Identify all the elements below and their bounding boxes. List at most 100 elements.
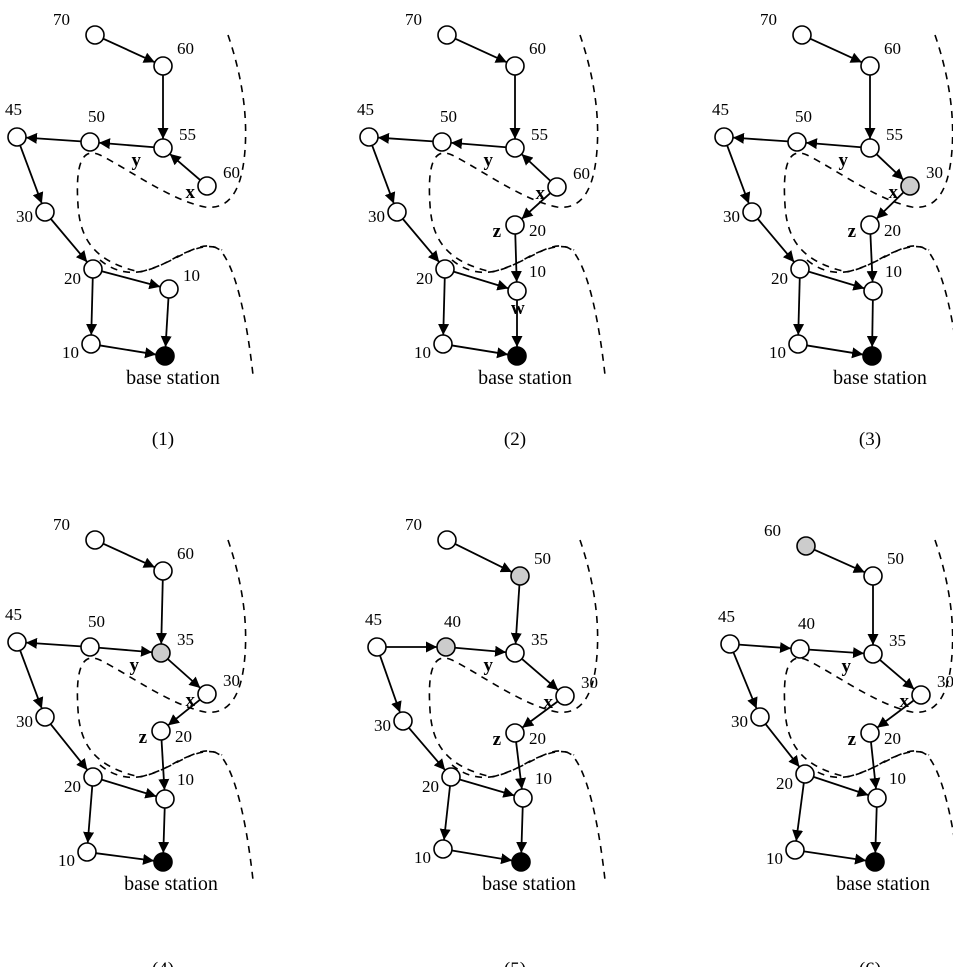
node-value-label: 10 [414,343,431,362]
node-value-label: 45 [365,610,382,629]
node-value-label: 70 [53,10,70,29]
node-value-label: 50 [887,549,904,568]
node-value-label: 40 [798,614,815,633]
node-letter-y: y [130,655,140,676]
base-station-node [865,852,885,872]
node-value-label: 50 [88,107,105,126]
node-value-label: 10 [183,266,200,285]
region-boundary [99,245,223,274]
node-value-label: 20 [529,729,546,748]
node-letter-z: z [139,727,148,748]
panel-caption: (5) [504,959,526,967]
sensor-node [432,132,452,152]
base-station-node [155,346,175,366]
base-station-label: base station [126,367,220,389]
edge-arrow [866,233,878,283]
edge-arrow [101,270,161,290]
node-value-label: 45 [5,605,22,624]
edge-arrow [803,850,867,865]
sensor-node [860,138,880,158]
sensor-node [505,643,525,663]
edge-arrow [25,637,82,649]
node-value-label: 60 [177,544,194,563]
sensor-node [151,643,171,663]
panel-caption: (3) [859,429,881,450]
sensor-node [80,132,100,152]
sensor-node [860,215,880,235]
node-value-label: 30 [374,716,391,735]
sensor-node [159,279,179,299]
edge-arrow [738,642,792,654]
edge-arrow [402,218,440,263]
sensor-node [860,56,880,76]
panel-caption: (4) [152,959,174,967]
node-letter-z: z [493,221,502,242]
edge-arrow [726,145,751,204]
sensor-node [796,536,816,556]
region-boundary [783,34,953,331]
edge-arrow [454,543,513,573]
edge-arrow [732,132,789,144]
node-letter-z: z [848,729,857,750]
sensor-node [81,334,101,354]
edge-arrow [521,700,559,729]
node-value-label: 55 [886,125,903,144]
node-letter-y: y [484,150,494,171]
node-value-label: 30 [723,207,740,226]
node-value-label: 10 [535,769,552,788]
node-letter-z: z [848,221,857,242]
panel-3: 70 60 55 y 30 x 20 z 10 50 45 30 20 10 base station (3) [712,10,953,450]
node-value-label: 70 [405,10,422,29]
sensor-node [85,530,105,550]
panel-caption: (2) [504,429,526,450]
panels: 70 60 55 y 60 x 50 45 30 20 10 10 base station (1) 70 6… [5,10,953,967]
node-value-label: 20 [884,729,901,748]
edge-arrow [454,645,507,657]
sensor-node [792,25,812,45]
node-value-label: 70 [760,10,777,29]
node-letter-z: z [493,729,502,750]
node-value-label: 45 [712,100,729,119]
sensor-node [505,56,525,76]
edge-arrow [19,145,44,204]
edge-arrow [98,645,153,657]
edge-arrow [379,655,402,713]
node-value-label: 10 [414,848,431,867]
edge-arrow [25,132,82,144]
edge-arrow [454,37,508,64]
node-value-label: 35 [889,631,906,650]
node-value-label: 30 [16,712,33,731]
node-value-label: 30 [937,672,953,691]
node-value-label: 10 [62,343,79,362]
base-station-node [507,346,527,366]
node-value-label: 20 [771,269,788,288]
sensor-node [441,767,461,787]
node-letter-x: x [186,182,196,203]
edge-arrow [813,548,866,574]
sensor-node [547,177,567,197]
panel-1: 70 60 55 y 60 x 50 45 30 20 10 10 base station (1) [5,10,254,450]
sensor-node [510,566,530,586]
base-station-label: base station [836,873,930,895]
sensor-node [911,685,931,705]
sensor-node [507,281,527,301]
node-value-label: 70 [405,515,422,534]
node-value-label: 20 [64,777,81,796]
edge-arrow [793,277,805,336]
sensor-node [863,281,883,301]
sensor-node [153,561,173,581]
node-letter-x: x [186,690,196,711]
sensor-node [393,711,413,731]
node-letter-y: y [842,656,852,677]
base-station-label: base station [482,873,576,895]
node-value-label: 30 [926,163,943,182]
edge-arrow [453,270,509,291]
edge-arrow [451,344,509,359]
edge-arrow [809,37,863,64]
sensor-node [788,334,808,354]
node-value-label: 40 [444,612,461,631]
panel-caption: (6) [859,959,881,967]
node-value-label: 30 [731,712,748,731]
sensor-node [435,259,455,279]
